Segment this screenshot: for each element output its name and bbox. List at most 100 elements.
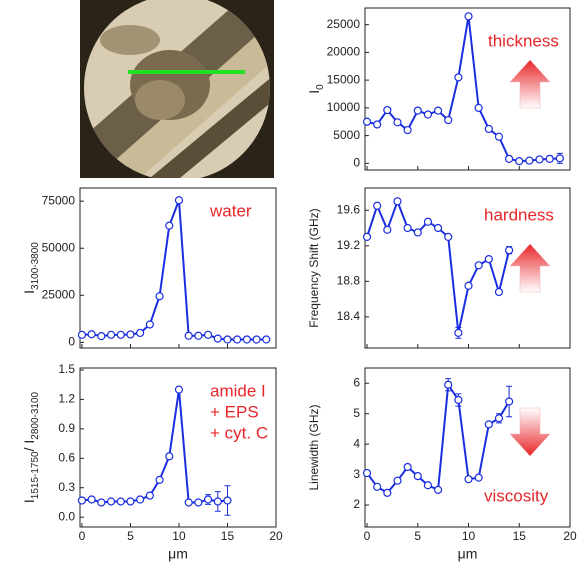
data-point	[444, 232, 453, 241]
y-tick-label: 19.6	[337, 202, 361, 216]
data-point	[515, 157, 524, 166]
y-axis-label: I3100-3800	[21, 242, 41, 294]
y-tick-label: 25000	[42, 287, 76, 301]
y-tick-label: 1.2	[58, 392, 75, 406]
y-tick-label: 18.8	[337, 274, 361, 288]
data-point	[373, 201, 382, 210]
y-tick-label: 15000	[327, 72, 361, 86]
data-point	[87, 330, 96, 339]
data-point	[433, 106, 443, 115]
y-tick-label: 0.0	[58, 509, 75, 523]
annotation: viscosity	[484, 486, 549, 505]
data-point	[145, 320, 154, 329]
data-point	[77, 496, 87, 505]
data-point	[97, 332, 106, 341]
data-point	[525, 156, 534, 165]
y-axis-label: I1515-1750/ I2800-3100	[21, 391, 41, 503]
annotation: + EPS	[210, 402, 259, 421]
data-point	[383, 225, 392, 234]
plot-frame	[79, 187, 277, 349]
x-tick-label: 15	[221, 529, 235, 543]
annotation: + cyt. C	[210, 423, 268, 442]
y-tick-label: 5000	[333, 128, 360, 142]
data-point	[433, 223, 443, 233]
data-point	[223, 335, 232, 344]
y-tick-label: 10000	[327, 100, 361, 114]
data-point	[464, 12, 473, 21]
data-point	[484, 255, 493, 264]
data-point	[403, 462, 412, 472]
data-point	[505, 246, 514, 255]
data-point	[423, 110, 433, 119]
data-point	[87, 495, 96, 504]
data-point	[165, 452, 174, 461]
data-point	[444, 115, 453, 125]
data-point	[413, 228, 422, 237]
data-point	[184, 331, 193, 340]
annotation: hardness	[484, 205, 554, 224]
y-tick-label: 0	[68, 335, 75, 349]
data-point	[433, 485, 443, 494]
data-point	[242, 335, 251, 344]
data-point	[444, 380, 453, 389]
data-point	[262, 335, 271, 344]
data-point	[203, 495, 213, 504]
y-label-part: 1515-1750	[30, 451, 41, 499]
data-point	[362, 117, 372, 126]
data-point	[505, 154, 514, 164]
y-label-part: 0	[315, 84, 326, 90]
y-label-part: I	[306, 90, 322, 94]
x-axis-label: μm	[458, 546, 478, 562]
y-axis-label: Linewidth (GHz)	[307, 404, 321, 490]
data-line	[366, 381, 510, 495]
data-point	[194, 498, 203, 507]
data-point	[494, 414, 504, 423]
data-point	[373, 482, 382, 491]
data-point	[126, 497, 135, 506]
data-point	[484, 124, 493, 134]
y-axis-label: Frequency Shift (GHz)	[307, 208, 321, 327]
data-point	[145, 491, 154, 500]
data-point	[474, 261, 483, 270]
annotation: amide I	[210, 381, 266, 400]
data-point	[423, 481, 433, 490]
data-point	[545, 154, 554, 164]
data-point	[383, 488, 392, 497]
data-point	[213, 497, 222, 506]
plot-frame	[364, 7, 571, 171]
y-label-part: 3100-3800	[30, 242, 41, 290]
data-point	[174, 385, 184, 394]
x-tick-label: 5	[414, 529, 421, 543]
annotation: thickness	[488, 31, 559, 50]
x-tick-label: 10	[172, 529, 186, 543]
y-axis-label: I0	[306, 84, 326, 94]
y-tick-label: 3	[353, 467, 360, 481]
data-point	[106, 497, 116, 506]
data-point	[555, 154, 564, 163]
y-tick-label: 20000	[327, 45, 361, 59]
y-tick-label: 0	[353, 156, 360, 170]
data-point	[464, 475, 473, 484]
y-tick-label: 0.6	[58, 450, 75, 464]
data-point	[393, 118, 402, 127]
x-tick-label: 20	[563, 529, 577, 543]
data-point	[184, 498, 193, 507]
data-point	[423, 217, 433, 226]
y-label-part: I	[21, 499, 37, 503]
y-tick-label: 50000	[42, 240, 76, 254]
data-point	[494, 287, 504, 297]
data-point	[106, 330, 116, 339]
data-point	[77, 330, 87, 339]
data-line	[81, 389, 228, 504]
data-point	[97, 498, 106, 507]
data-point	[454, 395, 463, 405]
data-point	[393, 476, 402, 485]
data-point	[403, 223, 412, 233]
data-point	[223, 496, 232, 505]
y-tick-label: 75000	[42, 193, 76, 207]
trend-arrow	[509, 59, 551, 109]
data-point	[464, 281, 473, 290]
y-tick-label: 1.5	[58, 362, 75, 376]
y-tick-label: 6	[353, 375, 360, 389]
